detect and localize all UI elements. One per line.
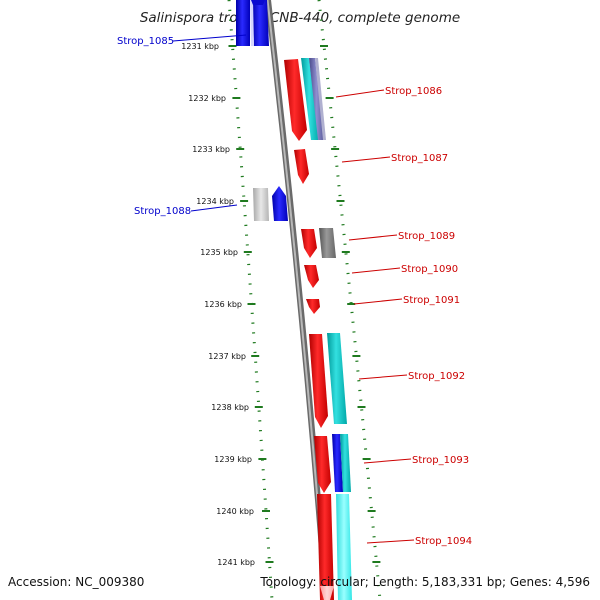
gene-label-strop-1085[interactable]: Strop_1085 [117, 36, 174, 47]
gene-label-strop-1088[interactable]: Strop_1088 [134, 206, 191, 217]
gene-label-leaders [172, 34, 415, 544]
kbp-label: 1238 kbp [211, 403, 249, 412]
gene-label-strop-1087[interactable]: Strop_1087 [391, 153, 448, 164]
gene-feature[interactable] [251, 0, 265, 5]
gene-label-strop-1090[interactable]: Strop_1090 [401, 264, 458, 275]
kbp-label: 1241 kbp [217, 558, 255, 567]
gene-feature[interactable] [317, 494, 334, 600]
gene-feature[interactable] [301, 229, 317, 258]
gene-feature[interactable] [336, 494, 352, 600]
gene-feature[interactable] [284, 59, 307, 141]
kbp-label: 1239 kbp [214, 455, 252, 464]
gene-feature[interactable] [250, 0, 254, 46]
kbp-label: 1233 kbp [192, 145, 230, 154]
gene-feature[interactable] [252, 0, 269, 46]
gene-feature[interactable] [304, 265, 319, 288]
gene-feature[interactable] [315, 58, 326, 140]
gene-feature[interactable] [332, 434, 343, 492]
kbp-label: 1235 kbp [200, 248, 238, 257]
kbp-label: 1237 kbp [208, 352, 246, 361]
gene-label-strop-1086[interactable]: Strop_1086 [385, 86, 442, 97]
kbp-tick-group [228, 45, 381, 563]
gene-feature[interactable] [236, 0, 250, 46]
genome-summary-text: Topology: circular; Length: 5,183,331 bp… [259, 575, 590, 589]
gene-label-strop-1093[interactable]: Strop_1093 [412, 455, 469, 466]
gene-feature[interactable] [320, 586, 334, 600]
kbp-label: 1240 kbp [216, 507, 254, 516]
gene-feature[interactable] [294, 149, 309, 184]
gene-feature[interactable] [253, 188, 269, 221]
gene-feature[interactable] [306, 299, 320, 314]
kbp-label: 1234 kbp [196, 197, 234, 206]
gene-label-strop-1091[interactable]: Strop_1091 [403, 295, 460, 306]
gene-feature[interactable] [327, 333, 347, 424]
kbp-label: 1231 kbp [181, 42, 219, 51]
gene-feature[interactable] [314, 436, 331, 493]
gene-labels: Strop_1085 Strop_1086 Strop_1087 Strop_1… [117, 36, 472, 547]
forward-strand-genes [284, 58, 352, 600]
gene-feature[interactable] [309, 58, 324, 140]
kbp-scale: 1231 kbp 1232 kbp 1233 kbp 1234 kbp 1235… [181, 42, 255, 567]
gene-feature[interactable] [340, 434, 351, 492]
gene-label-strop-1089[interactable]: Strop_1089 [398, 231, 455, 242]
gene-feature[interactable] [301, 58, 319, 140]
gene-feature[interactable] [272, 186, 288, 221]
gene-feature[interactable] [319, 228, 336, 258]
reverse-strand-genes [236, 0, 288, 221]
map-title: Salinispora tropica CNB-440, complete ge… [140, 10, 460, 26]
gene-label-strop-1092[interactable]: Strop_1092 [408, 371, 465, 382]
kbp-label: 1236 kbp [204, 300, 242, 309]
gene-label-strop-1094[interactable]: Strop_1094 [415, 536, 472, 547]
gene-feature[interactable] [309, 334, 328, 428]
accession-text: Accession: NC_009380 [8, 575, 144, 589]
kbp-label: 1232 kbp [188, 94, 226, 103]
